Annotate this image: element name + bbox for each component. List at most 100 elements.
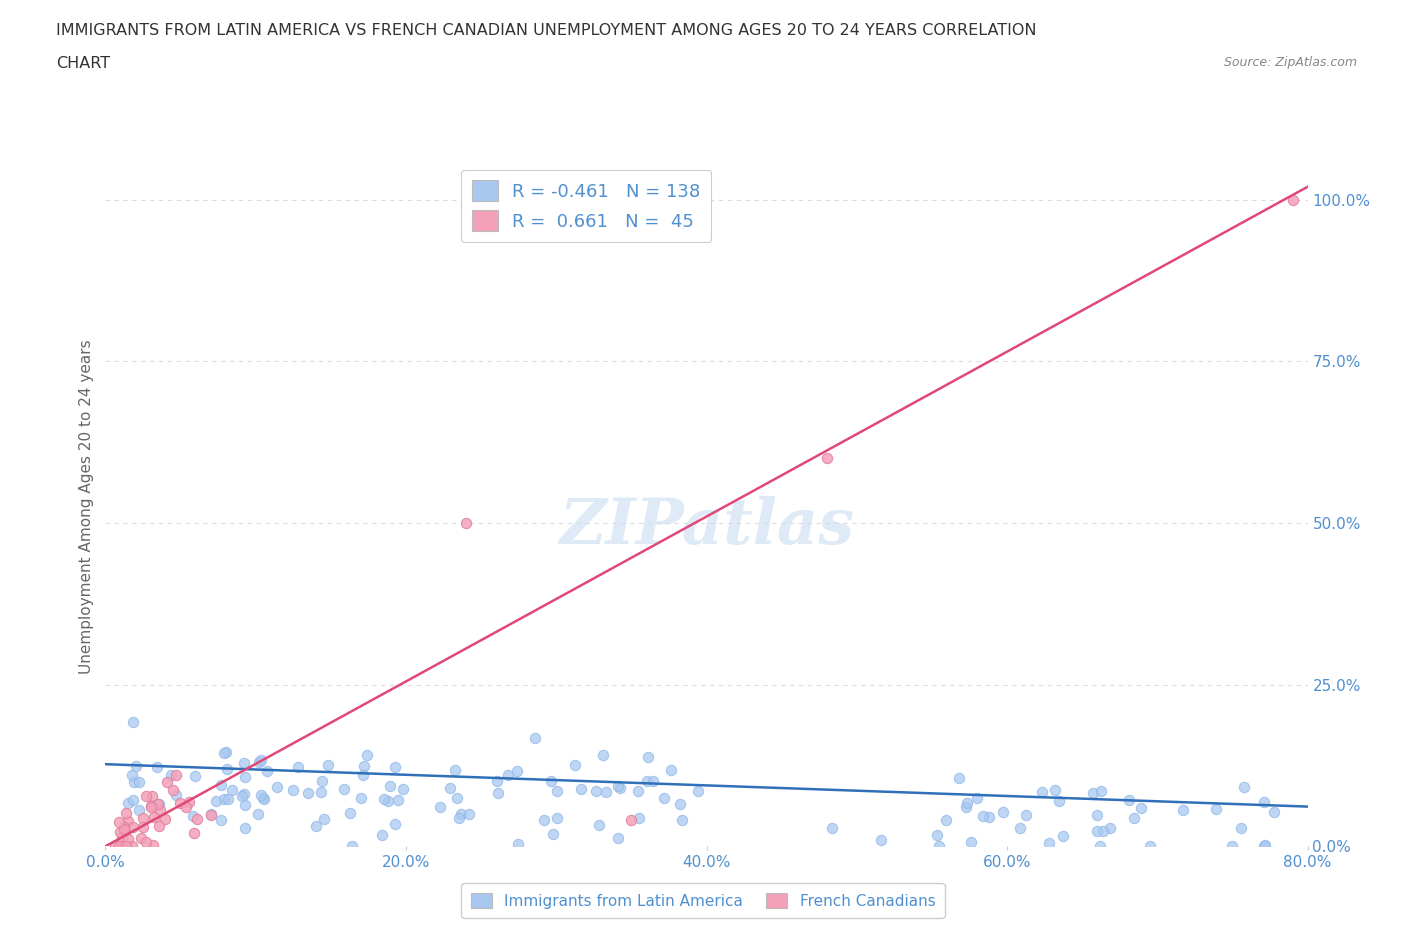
Point xyxy=(253,792,276,807)
Point xyxy=(637,773,659,788)
Point xyxy=(233,797,256,812)
Point xyxy=(111,839,134,854)
Point xyxy=(141,788,163,803)
Point xyxy=(111,830,134,844)
Point xyxy=(250,752,273,767)
Point xyxy=(1091,823,1114,838)
Point xyxy=(1139,839,1161,854)
Point xyxy=(122,775,145,790)
Point xyxy=(870,833,893,848)
Point xyxy=(342,839,364,854)
Point xyxy=(377,793,399,808)
Point xyxy=(128,775,150,790)
Point xyxy=(1008,820,1031,835)
Point xyxy=(1230,820,1253,835)
Point xyxy=(1085,808,1108,823)
Point xyxy=(686,784,709,799)
Point xyxy=(148,819,170,834)
Point xyxy=(595,785,617,800)
Point xyxy=(523,730,546,745)
Point xyxy=(231,789,253,804)
Point xyxy=(281,782,304,797)
Point xyxy=(115,839,138,854)
Point xyxy=(159,767,181,782)
Point xyxy=(569,782,592,797)
Point xyxy=(1052,829,1074,844)
Point xyxy=(107,815,129,830)
Point xyxy=(626,783,648,798)
Point xyxy=(391,781,413,796)
Point xyxy=(371,828,394,843)
Point xyxy=(533,812,555,827)
Point xyxy=(135,835,157,850)
Point xyxy=(564,757,586,772)
Point xyxy=(356,748,378,763)
Point xyxy=(384,760,406,775)
Point xyxy=(309,785,332,800)
Point xyxy=(454,515,477,530)
Point xyxy=(135,789,157,804)
Point xyxy=(165,787,187,802)
Point xyxy=(450,806,472,821)
Point xyxy=(540,774,562,789)
Point xyxy=(139,800,162,815)
Point xyxy=(200,807,222,822)
Point xyxy=(165,767,187,782)
Point xyxy=(117,795,139,810)
Point xyxy=(179,795,201,810)
Point xyxy=(1045,782,1067,797)
Point xyxy=(200,806,222,821)
Point xyxy=(339,805,361,820)
Point xyxy=(129,830,152,845)
Point xyxy=(146,796,169,811)
Point xyxy=(287,760,309,775)
Point xyxy=(117,814,139,829)
Text: ZIPatlas: ZIPatlas xyxy=(560,497,853,558)
Point xyxy=(671,813,693,828)
Point xyxy=(176,799,198,814)
Point xyxy=(1263,804,1285,819)
Point xyxy=(148,796,170,811)
Point xyxy=(121,839,143,854)
Point xyxy=(125,758,148,773)
Point xyxy=(439,781,461,796)
Legend: R = -0.461   N = 138, R =  0.661   N =  45: R = -0.461 N = 138, R = 0.661 N = 45 xyxy=(461,169,711,242)
Point xyxy=(169,795,191,810)
Point xyxy=(486,774,509,789)
Point xyxy=(1129,801,1152,816)
Point xyxy=(233,770,256,785)
Point xyxy=(934,813,956,828)
Point xyxy=(928,839,950,854)
Point xyxy=(142,838,165,853)
Point xyxy=(972,809,994,824)
Point xyxy=(592,748,614,763)
Point xyxy=(212,791,235,806)
Point xyxy=(637,750,659,764)
Point xyxy=(122,820,145,835)
Point xyxy=(217,761,239,776)
Point xyxy=(815,451,838,466)
Point xyxy=(1122,810,1144,825)
Point xyxy=(609,780,631,795)
Point xyxy=(233,787,256,802)
Point xyxy=(966,790,988,805)
Point xyxy=(977,810,1000,825)
Point xyxy=(297,786,319,801)
Point xyxy=(384,817,406,831)
Point xyxy=(215,744,238,759)
Point xyxy=(960,834,983,849)
Point xyxy=(316,757,339,772)
Point xyxy=(1253,794,1275,809)
Point xyxy=(1205,802,1227,817)
Point xyxy=(457,806,479,821)
Point xyxy=(247,754,270,769)
Point xyxy=(149,803,172,817)
Point xyxy=(1031,785,1053,800)
Point xyxy=(209,813,232,828)
Point xyxy=(429,800,451,815)
Point xyxy=(628,810,651,825)
Point xyxy=(496,768,519,783)
Point xyxy=(143,810,166,825)
Point xyxy=(112,819,135,834)
Point xyxy=(1171,803,1194,817)
